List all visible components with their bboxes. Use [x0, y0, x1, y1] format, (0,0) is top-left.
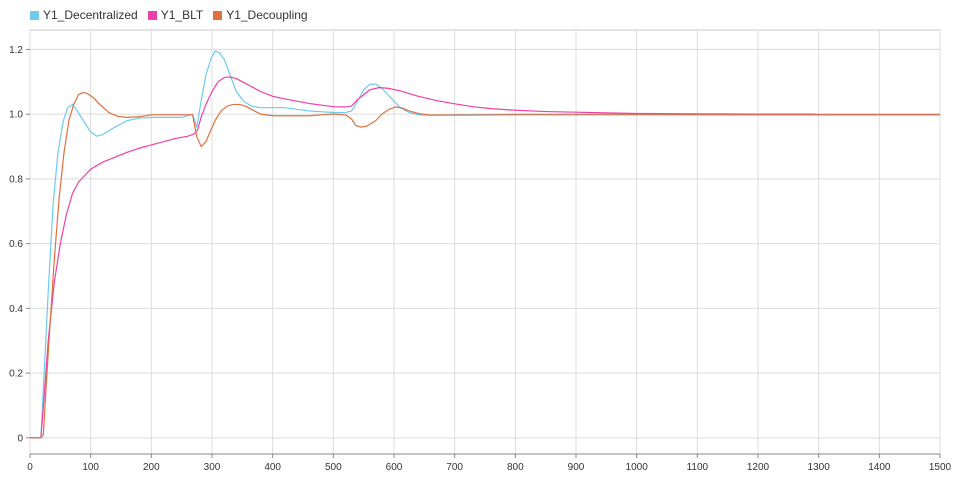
y-tick-label: 0.4 — [9, 304, 23, 315]
y-tick-label: 1.2 — [9, 45, 23, 56]
legend-swatch-decoupling — [213, 10, 223, 20]
x-tick-label: 800 — [507, 462, 524, 473]
x-tick-label: 1100 — [687, 462, 709, 473]
series-line-y1-decentralized — [30, 50, 940, 439]
y-tick-label: 0.6 — [9, 239, 23, 250]
legend-label-blt: Y1_BLT — [160, 8, 204, 22]
y-tick-label: 1.0 — [9, 110, 23, 121]
legend-item-blt[interactable]: Y1_BLT — [147, 8, 204, 22]
x-tick-label: 1400 — [868, 462, 891, 473]
x-tick-label: 700 — [446, 462, 463, 473]
x-tick-label: 0 — [27, 462, 33, 473]
x-tick-label: 300 — [204, 462, 221, 473]
legend-label-decoupling: Y1_Decoupling — [226, 8, 308, 22]
legend-label-decentralized: Y1_Decentralized — [43, 8, 138, 22]
legend-item-decentralized[interactable]: Y1_Decentralized — [30, 8, 138, 22]
legend-item-decoupling[interactable]: Y1_Decoupling — [213, 8, 308, 22]
y-tick-label: 0.8 — [9, 174, 23, 185]
y-tick-label: 0 — [17, 433, 23, 444]
x-tick-label: 1300 — [808, 462, 831, 473]
x-tick-label: 500 — [325, 462, 342, 473]
grid-layer — [29, 29, 941, 455]
x-tick-label: 100 — [82, 462, 99, 473]
x-tick-label: 1500 — [929, 462, 952, 473]
legend: Y1_Decentralized Y1_BLT Y1_Decoupling — [30, 8, 308, 22]
legend-swatch-blt — [147, 10, 157, 20]
x-tick-label: 1200 — [747, 462, 770, 473]
x-tick-label: 400 — [264, 462, 281, 473]
x-tick-label: 600 — [386, 462, 403, 473]
series-line-y1-decoupling — [30, 91, 940, 439]
axis-layer: 0 100 200 300 400 500 600 700 800 900 1000 1100 1200… — [9, 45, 951, 473]
series-line-y1-blt — [30, 76, 940, 439]
series-layer — [30, 50, 940, 439]
x-tick-label: 900 — [568, 462, 585, 473]
legend-swatch-decentralized — [30, 10, 39, 20]
x-tick-label: 200 — [143, 462, 160, 473]
y-tick-label: 0.2 — [9, 369, 23, 380]
x-tick-label: 1000 — [626, 462, 649, 473]
plot-frame — [29, 29, 941, 455]
